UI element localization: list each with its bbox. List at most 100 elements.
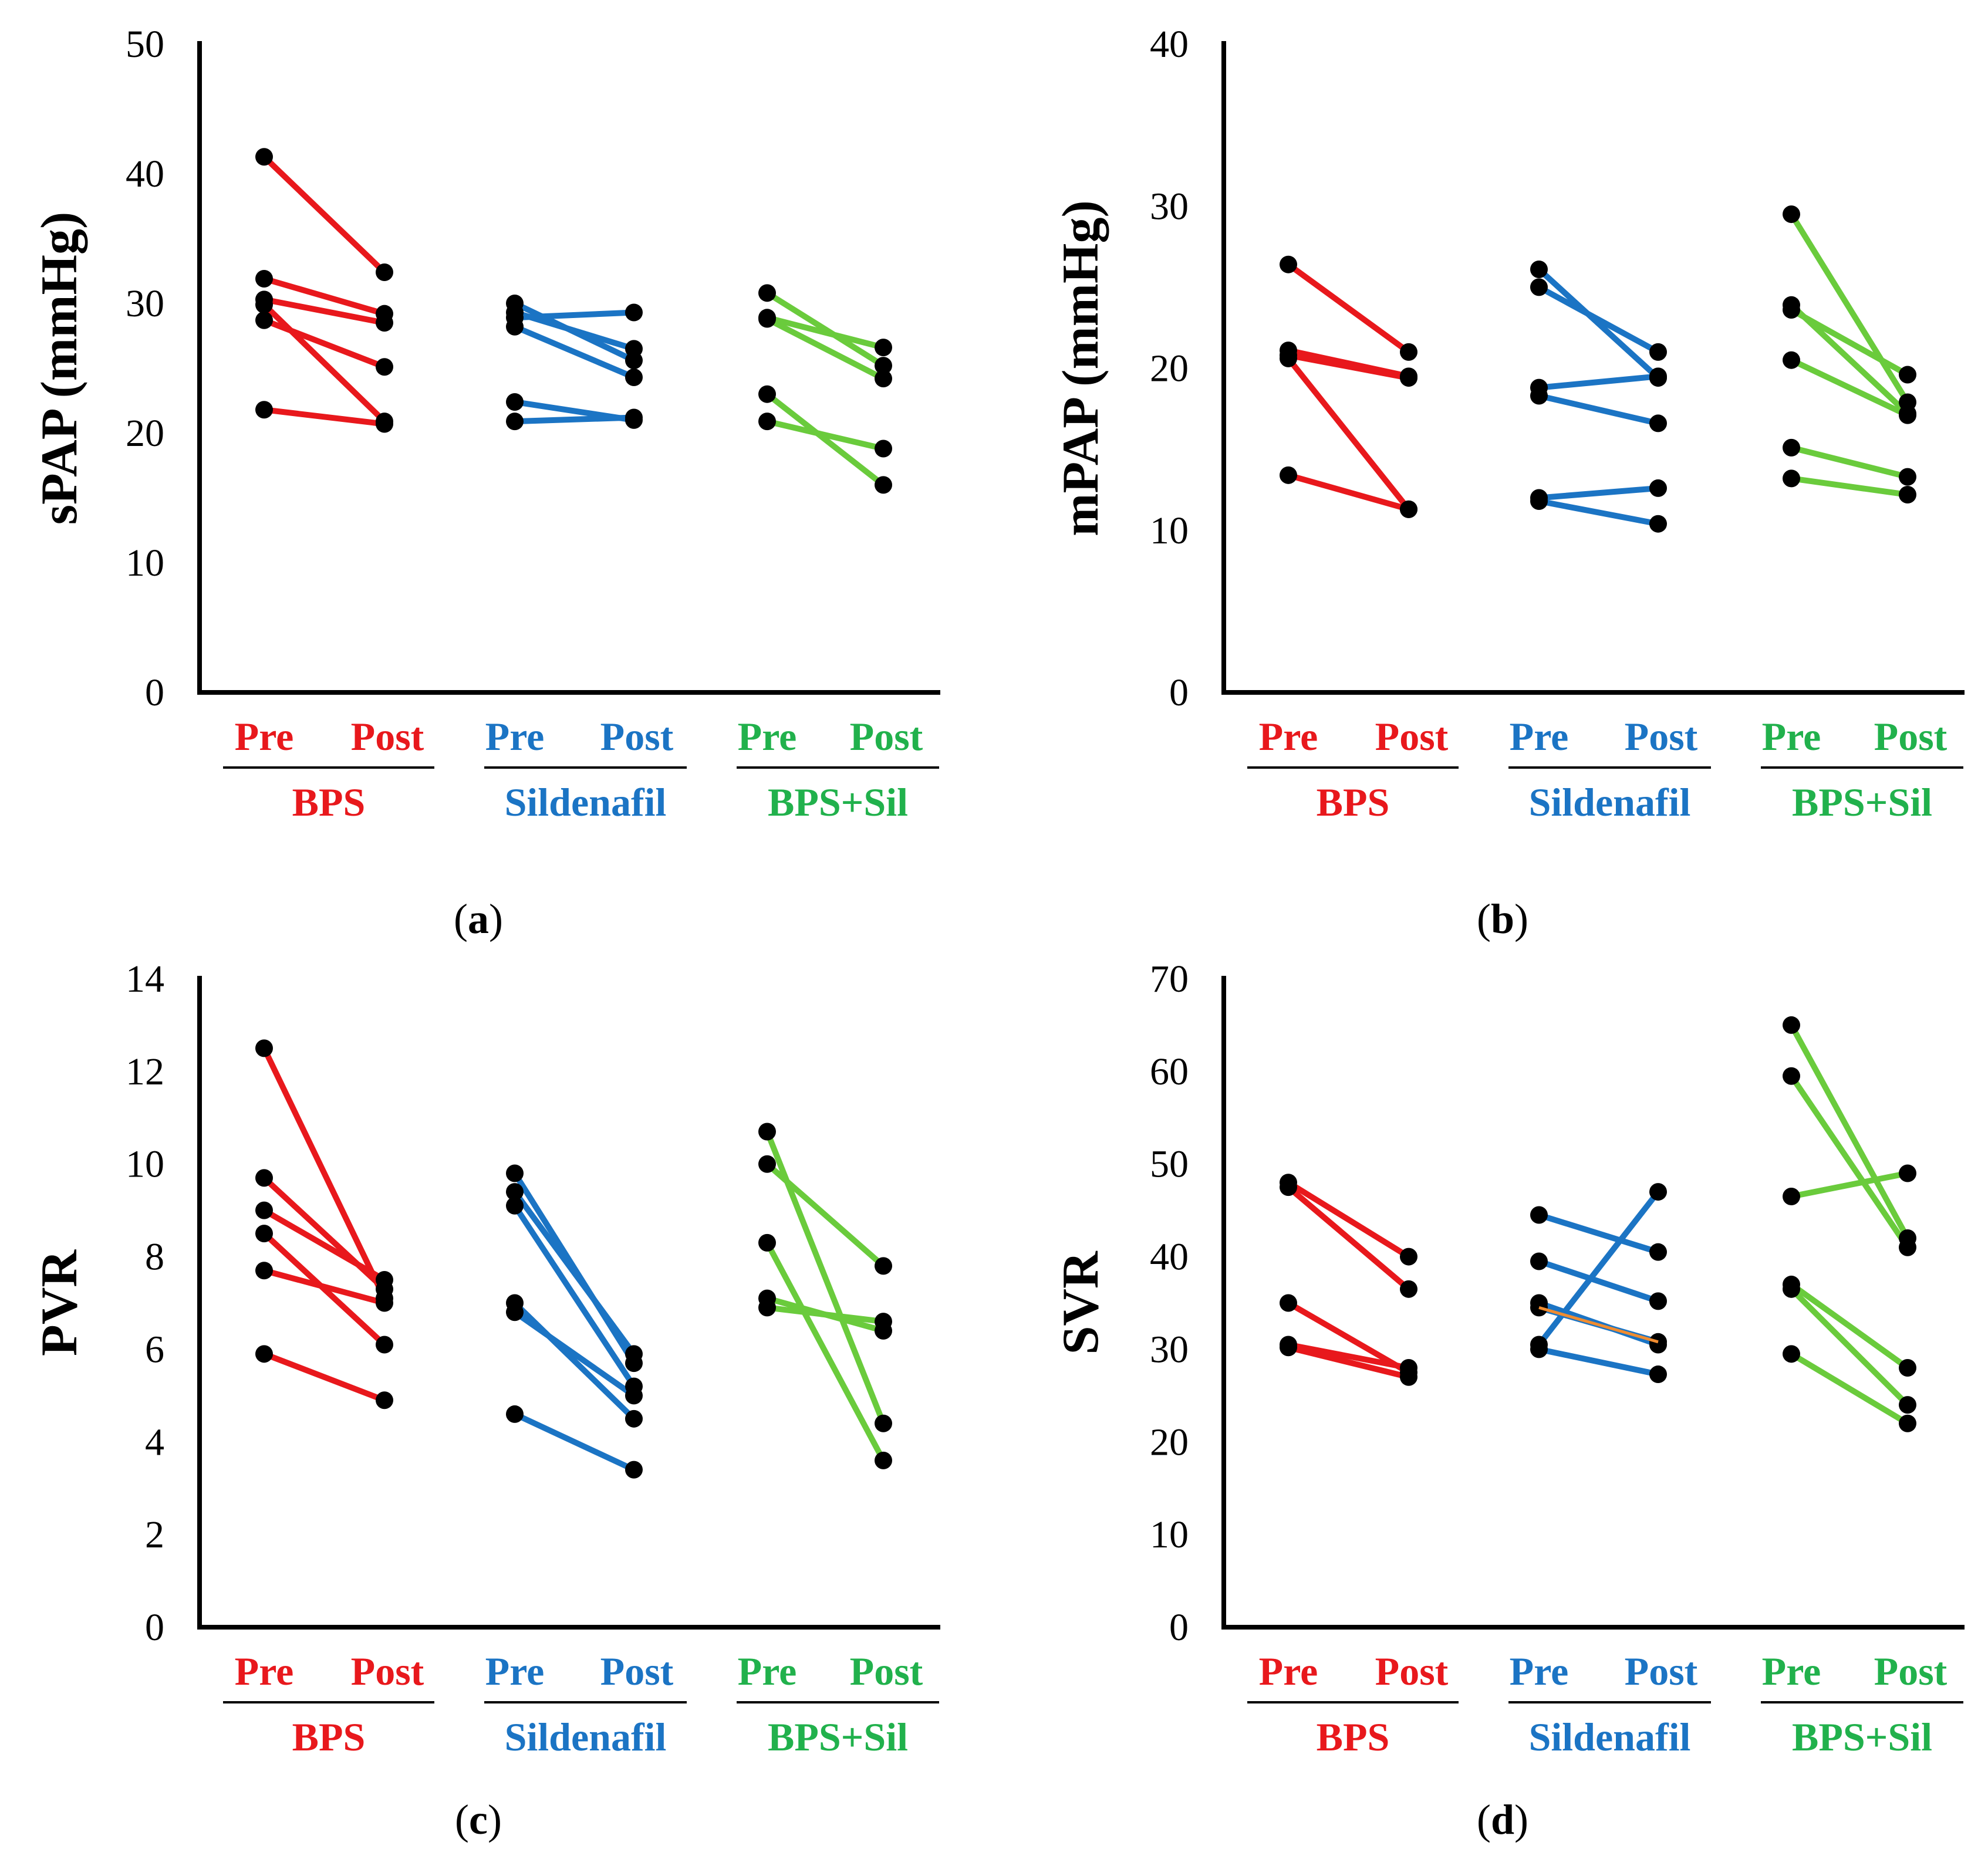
pre-point	[1783, 1016, 1800, 1034]
subject-line	[1536, 266, 1661, 381]
series-bps	[1280, 1174, 1417, 1386]
post-point	[1400, 1280, 1417, 1298]
post-point	[376, 1271, 393, 1289]
post-point	[1649, 367, 1667, 386]
subject-line	[1285, 1179, 1412, 1260]
subject-line	[1788, 1281, 1911, 1371]
subject-line	[261, 1351, 387, 1404]
y-tick-label: 30	[1150, 185, 1189, 228]
y-tick-label: 0	[145, 1606, 164, 1649]
post-point	[625, 1387, 643, 1405]
group-label: BPS	[1317, 1715, 1390, 1759]
chart-panel-d: 0 10 20 30 40 50 60 70 SVR Pre Post BPS Pre Post Silde…	[1052, 958, 1965, 1843]
pre-point	[255, 1225, 273, 1243]
y-tick-label: 12	[126, 1050, 164, 1093]
pre-point	[1530, 1252, 1548, 1270]
y-tick-label: 4	[145, 1421, 164, 1463]
post-point	[376, 1294, 393, 1312]
chart-panel-b: 0 10 20 30 40 mPAP (mmHg) Pre Post BPS Pre Post Sil…	[1052, 23, 1965, 942]
post-point	[875, 339, 892, 357]
pre-point	[255, 1345, 273, 1363]
y-tick-label: 20	[126, 412, 164, 455]
pre-point	[1530, 492, 1548, 511]
pre-point	[758, 385, 776, 403]
post-point	[875, 440, 892, 458]
condition-label-pre: Pre	[235, 1649, 294, 1693]
pre-point	[1783, 205, 1800, 224]
post-point	[875, 476, 892, 494]
subject-line	[512, 323, 637, 380]
y-tick-label: 60	[1150, 1050, 1189, 1093]
pre-point	[1783, 1187, 1800, 1205]
condition-label-post: Post	[1625, 1649, 1698, 1693]
post-point	[1649, 343, 1667, 361]
series-bps-sil	[758, 284, 892, 494]
pre-point	[1280, 255, 1297, 273]
post-point	[376, 1391, 393, 1409]
post-point	[1649, 414, 1667, 432]
panel-letter: b	[1491, 895, 1514, 942]
subject-line	[1536, 1189, 1661, 1348]
pre-point	[758, 284, 776, 302]
subject-line	[1536, 373, 1661, 391]
chart-panel-a: 0 10 20 30 40 50 sPAP (mmHg) Pre Post BPS Pre Post S…	[31, 23, 940, 942]
subject-line	[764, 315, 886, 351]
group-label: BPS	[292, 1715, 366, 1759]
post-point	[1649, 1243, 1667, 1261]
subject-line	[1788, 1286, 1911, 1408]
pre-point	[1280, 1338, 1297, 1357]
series-bps-sil	[1783, 1016, 1916, 1432]
subject-line	[1536, 393, 1661, 427]
subject-line	[1285, 355, 1412, 512]
subject-line	[1788, 1073, 1911, 1250]
condition-label-pre: Pre	[1762, 714, 1821, 759]
pre-point	[758, 1155, 776, 1173]
subject-line	[1536, 485, 1661, 501]
post-point	[1649, 479, 1667, 497]
y-tick-label: 30	[1150, 1328, 1189, 1371]
subject-line	[1285, 1341, 1412, 1371]
condition-label-post: Post	[1375, 1649, 1449, 1693]
y-tick-label: 8	[145, 1236, 164, 1279]
pre-point	[1783, 438, 1800, 457]
post-point	[1400, 500, 1417, 518]
pre-point	[255, 1039, 273, 1057]
subject-line	[261, 154, 387, 275]
subject-line	[764, 418, 886, 452]
post-point	[1400, 369, 1417, 387]
subject-line	[261, 407, 387, 427]
subject-line	[1536, 284, 1661, 355]
chart-panel-c: 0 2 4 6 8 10 12 14 PVR Pre Post BPS Pre Post Sildenafi…	[31, 958, 940, 1843]
subject-line	[1285, 1300, 1412, 1375]
post-point	[1400, 343, 1417, 361]
series-sildenafil	[506, 295, 643, 431]
group-label: BPS+Sil	[768, 1715, 908, 1759]
post-point	[1899, 1359, 1916, 1377]
condition-label-post: Post	[351, 1649, 424, 1693]
y-tick-label: 2	[145, 1513, 164, 1556]
group-label: BPS+Sil	[1792, 780, 1932, 824]
group-label: BPS	[1317, 780, 1390, 824]
y-axis-title: PVR	[31, 1249, 88, 1356]
y-tick-label: 14	[126, 958, 164, 1000]
y-tick-label: 40	[1150, 23, 1189, 66]
subject-line	[512, 1300, 637, 1422]
y-tick-label: 20	[1150, 347, 1189, 390]
subject-line	[261, 1267, 387, 1306]
pre-point	[255, 401, 273, 419]
orange-subject-line	[1538, 1306, 1659, 1344]
subject-line	[261, 296, 387, 326]
post-point	[1649, 1365, 1667, 1384]
y-tick-label: 6	[145, 1328, 164, 1371]
condition-label-pre: Pre	[1259, 1649, 1318, 1693]
post-point	[1899, 485, 1916, 503]
pre-point	[1783, 469, 1800, 488]
subject-line	[1536, 1212, 1661, 1255]
panel-letter: d	[1491, 1796, 1514, 1843]
condition-label-pre: Pre	[1510, 714, 1569, 759]
post-point	[875, 1257, 892, 1275]
subject-line	[1536, 1346, 1661, 1378]
post-point	[1400, 1248, 1417, 1266]
subject-line	[764, 391, 886, 488]
pre-point	[255, 311, 273, 329]
